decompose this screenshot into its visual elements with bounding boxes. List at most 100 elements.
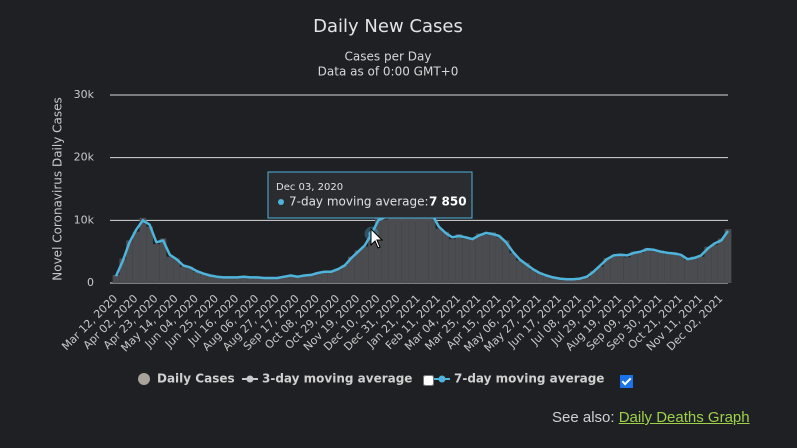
- bar: [368, 232, 375, 283]
- bar: [469, 237, 476, 283]
- bar: [220, 276, 227, 283]
- bar: [583, 277, 591, 283]
- bar: [657, 250, 665, 283]
- bar: [717, 238, 725, 283]
- bar: [280, 276, 288, 283]
- tooltip-value: 7 850: [429, 195, 467, 209]
- bar: [408, 185, 416, 283]
- legend-label: Daily Cases: [157, 372, 235, 386]
- bar: [300, 274, 308, 283]
- bar: [146, 226, 153, 283]
- bar: [253, 277, 261, 283]
- bar: [119, 258, 127, 283]
- bar: [543, 276, 550, 283]
- tooltip-label: 7-day moving average:: [289, 195, 429, 209]
- bar: [563, 278, 570, 283]
- bar: [482, 234, 490, 283]
- bar: [354, 250, 362, 283]
- bar: [495, 237, 503, 283]
- bar: [294, 276, 301, 283]
- y-tick-label: 0: [87, 276, 94, 289]
- bar: [428, 211, 436, 283]
- bar: [206, 274, 214, 283]
- bar: [361, 246, 369, 283]
- bar: [724, 229, 732, 283]
- bar: [677, 256, 685, 283]
- bar: [381, 219, 389, 283]
- bar: [556, 279, 564, 283]
- bar: [388, 207, 396, 283]
- legend-symbol: [438, 375, 446, 383]
- see-also: See also: Daily Deaths Graph: [552, 409, 750, 426]
- bar: [348, 256, 355, 283]
- y-tick-label: 30k: [74, 88, 95, 101]
- bar: [643, 247, 651, 283]
- bar: [260, 277, 268, 283]
- bar: [576, 277, 584, 283]
- bar: [711, 244, 718, 283]
- bar: [327, 271, 335, 283]
- bar: [173, 258, 180, 283]
- bar: [132, 231, 140, 283]
- tooltip-dot: [278, 199, 284, 205]
- bar: [233, 276, 241, 283]
- y-tick-label: 10k: [74, 213, 95, 226]
- bar: [179, 266, 187, 283]
- checkbox-3day[interactable]: [423, 375, 434, 386]
- bar: [139, 217, 147, 283]
- bar: [247, 276, 254, 283]
- bar: [186, 266, 194, 283]
- bar: [415, 182, 422, 283]
- bar: [341, 264, 349, 283]
- bar: [334, 268, 342, 283]
- chart-title: Daily New Cases: [313, 16, 463, 37]
- bar: [200, 274, 207, 283]
- tooltip-box: [267, 171, 473, 219]
- bar: [287, 276, 295, 283]
- bar: [536, 272, 544, 283]
- bar: [152, 244, 160, 283]
- bar: [617, 253, 624, 283]
- bar: [321, 272, 328, 283]
- tooltip-date: Dec 03, 2020: [276, 182, 343, 193]
- chart-subtitle: Cases per Day: [345, 50, 432, 64]
- bar: [704, 246, 712, 283]
- bar: [569, 279, 577, 283]
- bar: [637, 252, 644, 283]
- bar: [502, 240, 510, 283]
- bar: [697, 256, 705, 283]
- bar: [213, 277, 221, 283]
- bar: [422, 198, 429, 283]
- bar: [193, 271, 201, 283]
- bar: [267, 278, 275, 283]
- chart-subtitle: Data as of 0:00 GMT+0: [318, 65, 459, 79]
- bar: [650, 251, 658, 283]
- bar: [166, 256, 174, 283]
- bar: [307, 275, 315, 283]
- cursor: [370, 227, 384, 249]
- bar: [489, 232, 496, 283]
- bar: [670, 252, 678, 283]
- bar: [442, 231, 449, 283]
- bar: [509, 252, 517, 283]
- bar: [462, 238, 470, 283]
- y-tick-label: 20k: [74, 151, 95, 164]
- bar: [435, 228, 443, 283]
- bar: [159, 238, 167, 283]
- link[interactable]: Daily Deaths Graph: [618, 409, 750, 426]
- bar: [522, 262, 530, 283]
- bar: [596, 266, 604, 283]
- bar: [691, 256, 698, 283]
- see-also-text: See also:: [552, 409, 615, 426]
- bar: [112, 274, 120, 283]
- legend-label: 3-day moving average: [262, 372, 412, 386]
- checkbox-7day[interactable]: [620, 375, 633, 388]
- bar: [274, 277, 281, 283]
- bar: [374, 218, 382, 283]
- bar: [610, 256, 618, 283]
- bar: [314, 272, 322, 283]
- bar: [475, 233, 483, 283]
- bar: [549, 276, 557, 283]
- bar: [516, 260, 523, 283]
